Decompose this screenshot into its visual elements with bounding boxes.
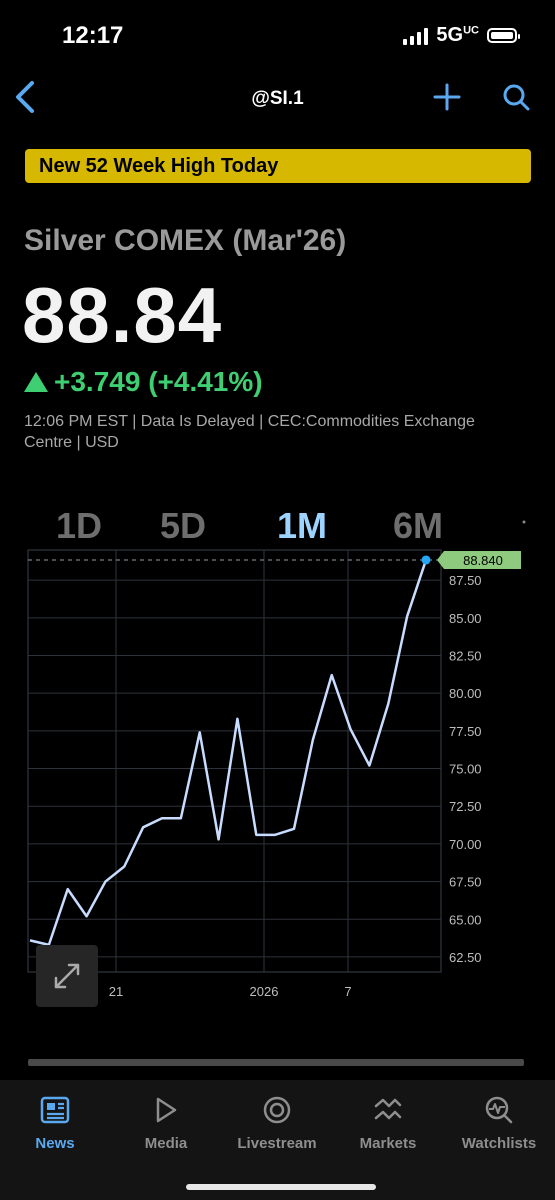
instrument-name: Silver COMEX (Mar'26) (24, 224, 347, 257)
y-tick-label: 67.50 (449, 875, 482, 890)
top-nav: @SI.1 (0, 78, 555, 122)
tab-markets[interactable]: Markets (333, 1094, 443, 1152)
markets-icon (374, 1098, 402, 1120)
quote-meta: 12:06 PM EST | Data Is Delayed | CEC:Com… (24, 413, 475, 451)
y-tick-label: 75.00 (449, 762, 482, 777)
range-1d[interactable]: 1D (56, 505, 103, 546)
home-indicator (186, 1184, 376, 1190)
tab-watchlists[interactable]: Watchlists (444, 1094, 554, 1152)
last-price: 88.84 (22, 271, 223, 359)
watchlist-icon (485, 1096, 513, 1124)
y-tick-label: 72.50 (449, 799, 482, 814)
expand-chart-button[interactable] (36, 945, 98, 1007)
range-selector: 1D 5D 1M 6M (0, 505, 555, 549)
x-tick-label: 21 (109, 984, 123, 999)
network-indicator: 5GUC (436, 24, 479, 46)
y-tick-label: 82.50 (449, 649, 482, 664)
more-ranges-indicator (522, 520, 526, 524)
page-title: @SI.1 (251, 88, 304, 109)
expand-icon (54, 963, 80, 989)
battery-icon (487, 28, 520, 43)
data-point (421, 555, 431, 565)
tab-media[interactable]: Media (111, 1094, 221, 1152)
y-tick-label: 62.50 (449, 950, 482, 965)
clock: 12:17 (62, 22, 124, 49)
status-icons: 5GUC (403, 24, 520, 47)
y-tick-label: 77.50 (449, 724, 482, 739)
x-tick-label: 7 (344, 984, 351, 999)
last-price-tag (437, 550, 521, 569)
back-icon[interactable] (10, 78, 42, 118)
price-chart[interactable]: 62.50 65.00 67.50 70.00 72.50 75.00 77.50 80.00… (0, 540, 555, 1010)
last-price-label: 88.840 (463, 553, 503, 568)
range-1m[interactable]: 1M (277, 505, 328, 546)
news-icon (40, 1096, 70, 1124)
52-week-high-banner: New 52 Week High Today (25, 149, 531, 183)
tab-news[interactable]: News (0, 1094, 110, 1152)
price-change: +3.749 (+4.41%) (24, 366, 263, 398)
price-change-text: +3.749 (+4.41%) (54, 366, 263, 397)
y-tick-label: 85.00 (449, 611, 482, 626)
plot-frame (27, 549, 442, 973)
play-icon (156, 1097, 177, 1123)
x-tick-label: 2026 (250, 984, 279, 999)
price-series-line (29, 559, 428, 947)
add-icon[interactable] (432, 82, 462, 117)
tab-livestream[interactable]: Livestream (222, 1094, 332, 1152)
y-tick-label: 87.50 (449, 573, 482, 588)
y-tick-label: 70.00 (449, 837, 482, 852)
signal-icon (403, 27, 429, 45)
y-tick-label: 80.00 (449, 686, 482, 701)
up-arrow-icon (24, 372, 48, 392)
search-icon[interactable] (501, 82, 531, 117)
livestream-icon (263, 1096, 291, 1124)
y-tick-label: 65.00 (449, 912, 482, 927)
chart-scrollbar[interactable] (28, 1059, 524, 1066)
range-5d[interactable]: 5D (160, 505, 207, 546)
bottom-tab-bar: News Media Livestream Markets Watchlists (0, 1080, 555, 1200)
range-6m[interactable]: 6M (393, 505, 444, 546)
status-bar: 12:17 5GUC (0, 0, 555, 70)
